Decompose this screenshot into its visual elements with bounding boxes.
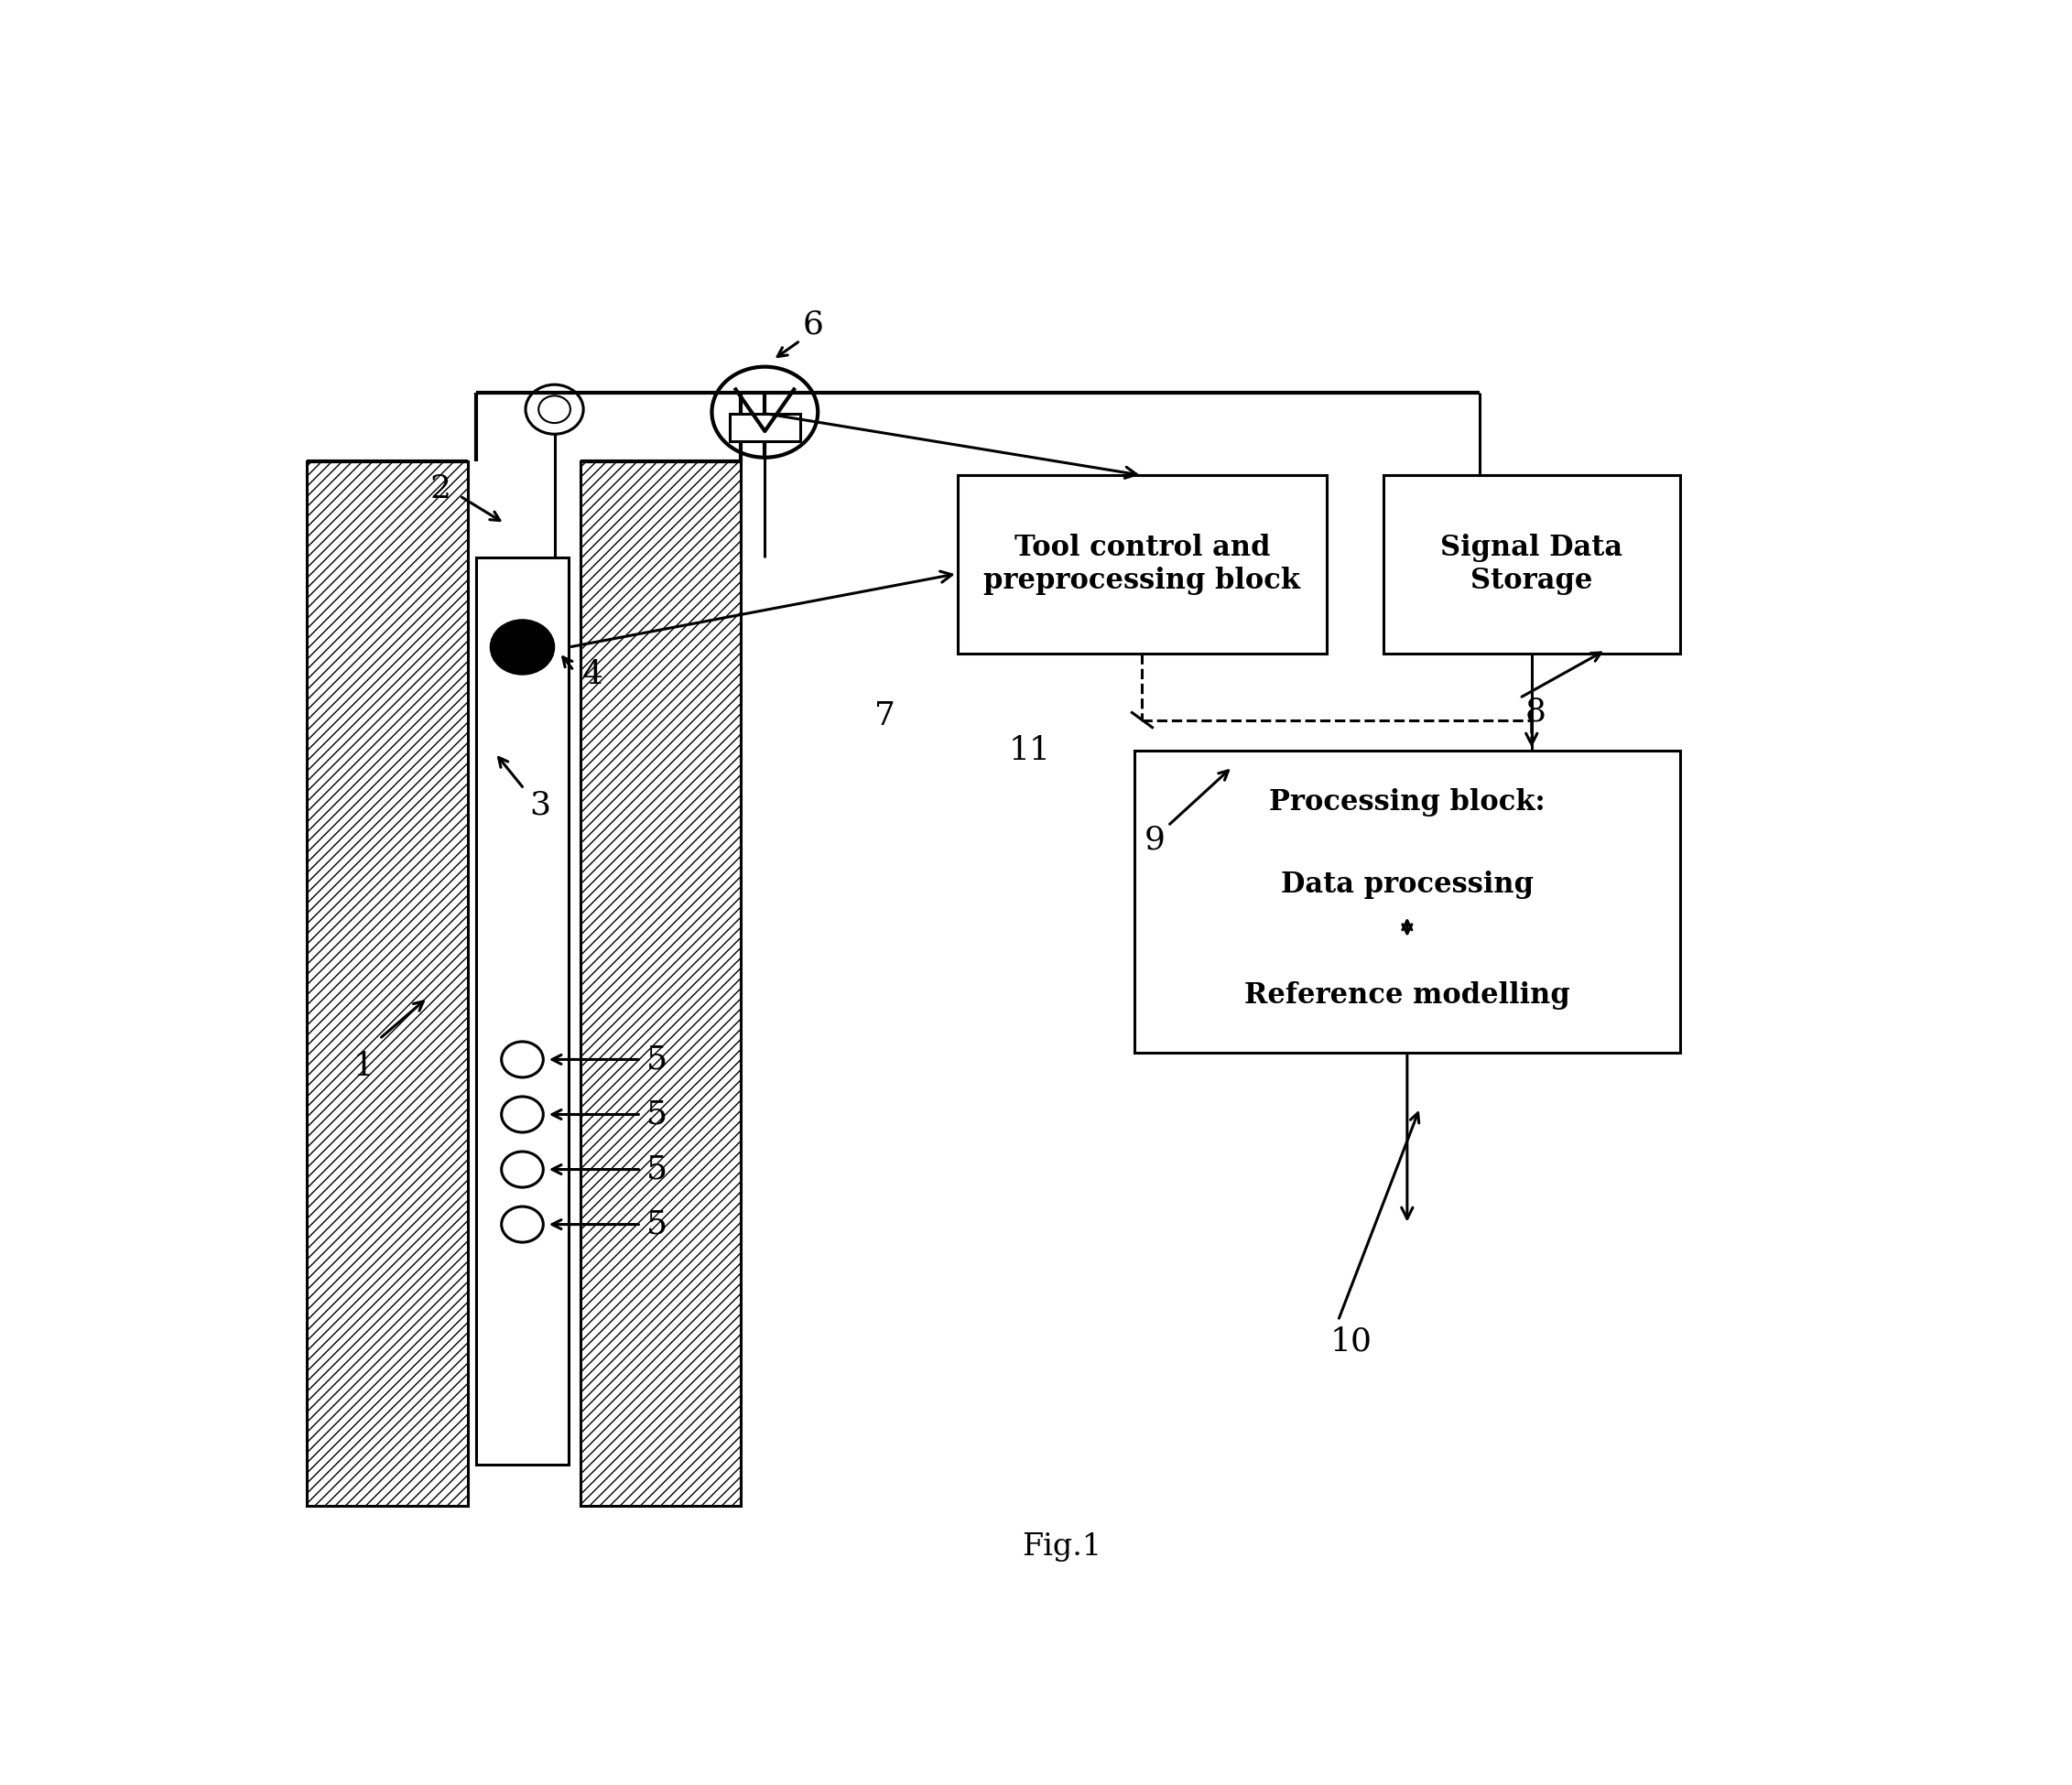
Text: Tool control and
preprocessing block: Tool control and preprocessing block	[984, 534, 1301, 594]
Bar	[580, 462, 742, 1507]
Text: 7: 7	[874, 700, 895, 732]
Bar	[307, 462, 468, 1507]
Bar	[729, 414, 800, 441]
Text: Data processing: Data processing	[1280, 871, 1533, 900]
Text: 11: 11	[1009, 735, 1051, 766]
Text: 5: 5	[646, 1044, 667, 1075]
Bar	[307, 462, 468, 1507]
Text: 10: 10	[1330, 1326, 1372, 1357]
Text: 4: 4	[582, 659, 603, 691]
Text: Reference modelling: Reference modelling	[1245, 982, 1571, 1009]
Text: 5: 5	[646, 1208, 667, 1241]
Circle shape	[491, 619, 555, 675]
Text: Signal Data
Storage: Signal Data Storage	[1440, 534, 1622, 594]
Text: 9: 9	[1144, 825, 1167, 855]
Text: 6: 6	[802, 309, 823, 339]
Text: 5: 5	[646, 1153, 667, 1185]
Text: 5: 5	[646, 1100, 667, 1130]
Bar	[957, 475, 1326, 653]
Bar	[1384, 475, 1680, 653]
Text: 1: 1	[352, 1051, 373, 1082]
Bar	[477, 557, 570, 1465]
Text: Fig.1: Fig.1	[1021, 1533, 1102, 1562]
Text: 8: 8	[1525, 696, 1546, 726]
Text: 3: 3	[530, 789, 551, 821]
Text: 2: 2	[429, 473, 452, 505]
Text: Processing block:: Processing block:	[1268, 789, 1546, 818]
Bar	[1133, 750, 1680, 1053]
Bar	[580, 462, 742, 1507]
